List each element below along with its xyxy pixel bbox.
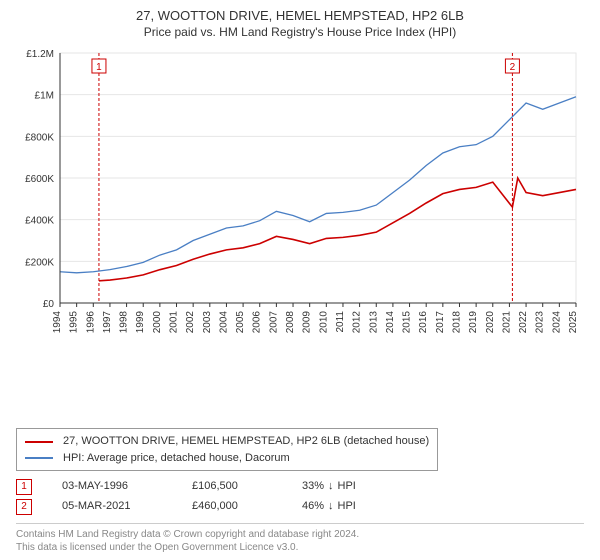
title-main: 27, WOOTTON DRIVE, HEMEL HEMPSTEAD, HP2 … bbox=[16, 8, 584, 23]
svg-text:2001: 2001 bbox=[169, 311, 180, 334]
svg-text:£200K: £200K bbox=[25, 257, 54, 268]
svg-text:2002: 2002 bbox=[185, 311, 196, 334]
svg-text:2025: 2025 bbox=[568, 311, 579, 334]
title-block: 27, WOOTTON DRIVE, HEMEL HEMPSTEAD, HP2 … bbox=[16, 8, 584, 45]
svg-text:£600K: £600K bbox=[25, 174, 54, 185]
svg-text:2012: 2012 bbox=[352, 311, 363, 334]
svg-text:2005: 2005 bbox=[235, 311, 246, 334]
svg-text:2009: 2009 bbox=[302, 311, 313, 334]
marker-pct: 46% ↓ HPI bbox=[302, 497, 356, 517]
footer-line1: Contains HM Land Registry data © Crown c… bbox=[16, 528, 584, 541]
svg-text:2022: 2022 bbox=[518, 311, 529, 334]
marker-price: £460,000 bbox=[192, 497, 272, 517]
svg-text:2020: 2020 bbox=[485, 311, 496, 334]
arrow-down-icon: ↓ bbox=[328, 497, 334, 517]
marker-date: 03-MAY-1996 bbox=[62, 477, 162, 497]
svg-text:2015: 2015 bbox=[402, 311, 413, 334]
marker-number-box: 1 bbox=[16, 479, 32, 495]
svg-text:1997: 1997 bbox=[102, 311, 113, 334]
svg-text:£1.2M: £1.2M bbox=[26, 49, 54, 60]
svg-text:2024: 2024 bbox=[551, 311, 562, 334]
title-sub: Price paid vs. HM Land Registry's House … bbox=[16, 25, 584, 39]
svg-text:2021: 2021 bbox=[501, 311, 512, 334]
footer-line2: This data is licensed under the Open Gov… bbox=[16, 541, 584, 554]
svg-text:£0: £0 bbox=[43, 299, 55, 310]
svg-text:£800K: £800K bbox=[25, 132, 54, 143]
svg-text:1996: 1996 bbox=[85, 311, 96, 334]
legend-label-hpi: HPI: Average price, detached house, Daco… bbox=[63, 450, 290, 467]
chart-area: 1 2 £0 £200K £400K £600K £800K £1M £1.2M 1994 1995… bbox=[16, 45, 584, 422]
legend-swatch-price bbox=[25, 441, 53, 443]
svg-text:2013: 2013 bbox=[368, 311, 379, 334]
marker-row: 2 05-MAR-2021 £460,000 46% ↓ HPI bbox=[16, 497, 584, 517]
legend-label-price: 27, WOOTTON DRIVE, HEMEL HEMPSTEAD, HP2 … bbox=[63, 433, 429, 450]
legend-row-hpi: HPI: Average price, detached house, Daco… bbox=[25, 450, 429, 467]
svg-text:2008: 2008 bbox=[285, 311, 296, 334]
svg-text:1998: 1998 bbox=[119, 311, 130, 334]
legend-row-price: 27, WOOTTON DRIVE, HEMEL HEMPSTEAD, HP2 … bbox=[25, 433, 429, 450]
marker-pct: 33% ↓ HPI bbox=[302, 477, 356, 497]
legend-box: 27, WOOTTON DRIVE, HEMEL HEMPSTEAD, HP2 … bbox=[16, 428, 438, 471]
svg-text:2003: 2003 bbox=[202, 311, 213, 334]
svg-text:2004: 2004 bbox=[218, 311, 229, 334]
svg-text:2000: 2000 bbox=[152, 311, 163, 334]
svg-text:2016: 2016 bbox=[418, 311, 429, 334]
svg-text:2014: 2014 bbox=[385, 311, 396, 334]
legend-swatch-hpi bbox=[25, 457, 53, 459]
svg-text:2006: 2006 bbox=[252, 311, 263, 334]
marker-price: £106,500 bbox=[192, 477, 272, 497]
svg-text:1995: 1995 bbox=[69, 311, 80, 334]
markers-table: 1 03-MAY-1996 £106,500 33% ↓ HPI 2 05-MAR-202… bbox=[16, 477, 584, 524]
svg-text:£1M: £1M bbox=[35, 91, 54, 102]
arrow-down-icon: ↓ bbox=[328, 477, 334, 497]
svg-text:2023: 2023 bbox=[535, 311, 546, 334]
svg-text:2017: 2017 bbox=[435, 311, 446, 334]
footer: Contains HM Land Registry data © Crown c… bbox=[16, 528, 584, 554]
svg-text:2007: 2007 bbox=[268, 311, 279, 334]
svg-text:1994: 1994 bbox=[52, 311, 63, 334]
marker-row: 1 03-MAY-1996 £106,500 33% ↓ HPI bbox=[16, 477, 584, 497]
svg-text:2018: 2018 bbox=[451, 311, 462, 334]
svg-text:2011: 2011 bbox=[335, 311, 346, 333]
svg-text:2: 2 bbox=[510, 62, 516, 73]
marker-number-box: 2 bbox=[16, 499, 32, 515]
chart-container: 27, WOOTTON DRIVE, HEMEL HEMPSTEAD, HP2 … bbox=[0, 0, 600, 560]
svg-text:1999: 1999 bbox=[135, 311, 146, 334]
marker-date: 05-MAR-2021 bbox=[62, 497, 162, 517]
line-chart: 1 2 £0 £200K £400K £600K £800K £1M £1.2M 1994 1995… bbox=[16, 45, 584, 345]
svg-text:£400K: £400K bbox=[25, 216, 54, 227]
svg-text:2010: 2010 bbox=[318, 311, 329, 334]
svg-text:2019: 2019 bbox=[468, 311, 479, 334]
svg-text:1: 1 bbox=[96, 62, 102, 73]
legend-wrapper: 27, WOOTTON DRIVE, HEMEL HEMPSTEAD, HP2 … bbox=[16, 422, 584, 471]
